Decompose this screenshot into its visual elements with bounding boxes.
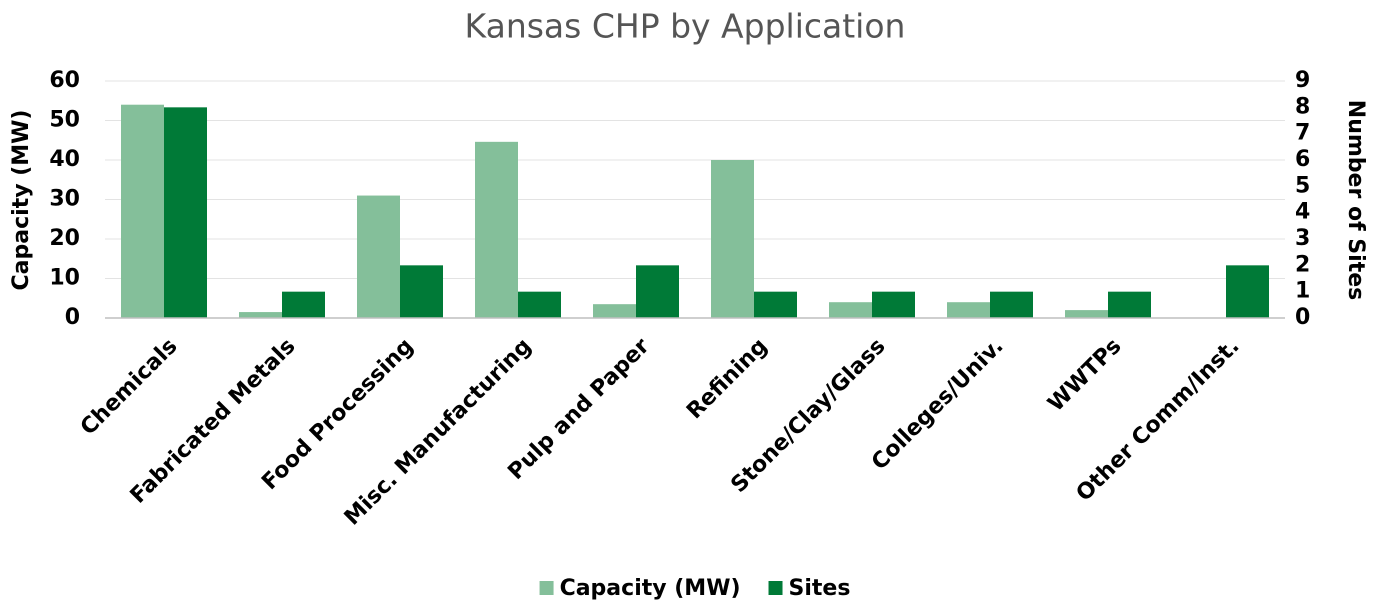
bar (357, 195, 400, 318)
bar (872, 291, 915, 318)
bar (1065, 310, 1108, 318)
bar (239, 312, 282, 318)
y-tick-label: 0 (65, 305, 80, 330)
bar (164, 107, 207, 318)
y2-tick-label: 4 (1295, 200, 1310, 225)
chart-title: Kansas CHP by Application (465, 7, 906, 46)
bar (400, 265, 443, 318)
y2-tick-label: 6 (1295, 147, 1310, 172)
y2-tick-label: 0 (1295, 305, 1310, 330)
bar (711, 160, 754, 318)
x-tick-label: WWTPs (1043, 334, 1126, 417)
x-tick-label: Misc. Manufacturing (340, 334, 537, 531)
bar (282, 291, 325, 318)
bar (518, 291, 561, 318)
legend-swatch (539, 581, 554, 595)
x-tick-label: Chemicals (76, 334, 183, 441)
bar (947, 302, 990, 318)
bar (593, 304, 636, 318)
legend-label: Capacity (MW) (560, 576, 741, 601)
bar (990, 291, 1033, 318)
bar (1226, 265, 1269, 318)
y2-tick-label: 3 (1295, 226, 1310, 251)
bar (1108, 291, 1151, 318)
legend-swatch (768, 581, 783, 595)
legend-label: Sites (789, 576, 851, 601)
y-tick-label: 40 (49, 147, 80, 172)
y-axis-label: Capacity (MW) (9, 110, 34, 291)
y-tick-label: 60 (49, 68, 80, 93)
y-tick-label: 10 (49, 266, 80, 291)
legend: Capacity (MW) Sites (539, 576, 851, 601)
bar (754, 291, 797, 318)
bar (121, 104, 164, 318)
bar (636, 265, 679, 318)
y2-tick-label: 2 (1295, 252, 1310, 277)
y2-axis-label: Number of Sites (1343, 100, 1368, 300)
y-tick-label: 50 (49, 108, 80, 133)
y2-tick-label: 1 (1295, 279, 1310, 304)
x-tick-label: Colleges/Univ. (867, 334, 1008, 475)
y-tick-label: 30 (49, 187, 80, 212)
y2-tick-label: 8 (1295, 94, 1310, 119)
y2-tick-label: 7 (1295, 121, 1310, 146)
x-tick-label: Refining (682, 334, 772, 424)
y-tick-label: 20 (49, 226, 80, 251)
bar (475, 141, 518, 318)
y2-tick-label: 5 (1295, 173, 1310, 198)
bar (829, 302, 872, 318)
y2-tick-label: 9 (1295, 68, 1310, 93)
